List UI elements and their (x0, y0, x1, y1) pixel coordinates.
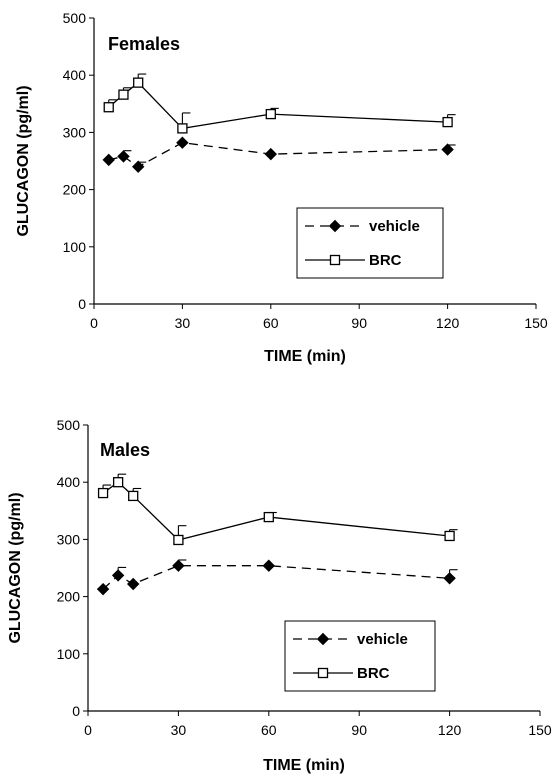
legend-label-brc: BRC (369, 252, 402, 269)
series-line-vehicle (108, 142, 448, 168)
data-point-brc (173, 534, 184, 546)
data-point-brc (444, 530, 455, 542)
data-point-vehicle (443, 572, 456, 585)
legend-marker-brc (317, 667, 329, 679)
legend-box (296, 207, 444, 279)
y-tick-label: 300 (63, 124, 87, 140)
x-tick-label: 90 (351, 315, 367, 331)
x-tick-label: 120 (438, 722, 462, 738)
y-axis-title: GLUCAGON (pg/ml) (7, 492, 24, 643)
y-tick-label: 0 (78, 296, 86, 312)
data-point-brc (103, 102, 114, 113)
x-tick-label: 0 (84, 722, 92, 738)
data-point-brc (128, 490, 139, 502)
data-point-vehicle (131, 160, 145, 173)
y-tick-label: 400 (63, 67, 87, 83)
x-tick-label: 150 (524, 315, 548, 331)
series-vehicle (96, 559, 458, 596)
series-brc (97, 473, 458, 546)
data-point-vehicle (172, 559, 185, 572)
data-point-vehicle (111, 569, 125, 582)
panel-title: Females (108, 34, 180, 54)
data-point-vehicle (264, 147, 278, 161)
y-tick-label: 200 (63, 182, 87, 198)
data-point-brc (177, 123, 188, 134)
data-point-vehicle (262, 559, 276, 572)
y-tick-label: 300 (57, 531, 81, 547)
x-tick-label: 30 (171, 722, 187, 738)
data-point-brc (263, 511, 274, 523)
series-brc (103, 73, 456, 134)
y-tick-label: 200 (57, 589, 81, 605)
x-axis-title: TIME (min) (263, 757, 345, 774)
y-tick-label: 400 (57, 474, 81, 490)
females-panel: 0 100 200 300 400 500 0 30 60 90 120 150 TIME (min) G… (15, 10, 548, 365)
legend: vehicle BRC (296, 207, 444, 279)
males-panel: 0 100 200 300 400 500 0 30 60 90 120 150 TIME (min) G… (7, 417, 552, 774)
y-tick-label: 500 (57, 417, 81, 433)
data-point-brc (442, 116, 453, 128)
legend-label-vehicle: vehicle (357, 631, 408, 648)
y-tick-label: 0 (72, 703, 80, 719)
data-point-brc (265, 108, 276, 120)
legend-marker-brc (329, 254, 341, 266)
x-tick-label: 90 (351, 722, 367, 738)
data-point-vehicle (441, 143, 454, 156)
series-vehicle (102, 136, 456, 173)
data-point-vehicle (117, 150, 130, 163)
y-axis-title: GLUCAGON (pg/ml) (15, 85, 32, 236)
legend-marker-vehicle (316, 632, 330, 646)
x-tick-label: 60 (263, 315, 279, 331)
data-point-brc (97, 487, 109, 499)
series-line-brc (108, 81, 448, 130)
legend-marker-vehicle (328, 219, 342, 233)
y-tick-label: 100 (57, 646, 81, 662)
data-point-vehicle (96, 582, 110, 596)
x-tick-label: 60 (261, 722, 277, 738)
legend: vehicle BRC (284, 620, 436, 692)
x-tick-label: 120 (436, 315, 460, 331)
data-point-vehicle (102, 153, 115, 167)
legend-label-vehicle: vehicle (369, 218, 420, 235)
data-point-brc (118, 89, 129, 100)
data-point-vehicle (176, 136, 189, 149)
x-axis-title: TIME (min) (264, 348, 346, 365)
x-tick-label: 0 (90, 315, 98, 331)
series-line-brc (102, 481, 450, 541)
y-tick-label: 500 (63, 10, 87, 26)
legend-label-brc: BRC (357, 665, 390, 682)
panel-title: Males (100, 440, 150, 460)
x-tick-label: 150 (528, 722, 552, 738)
data-point-brc (112, 477, 124, 488)
legend-box (284, 620, 436, 692)
data-point-brc (133, 77, 144, 88)
y-tick-label: 100 (63, 239, 87, 255)
x-tick-label: 30 (175, 315, 191, 331)
data-point-vehicle (126, 577, 140, 591)
series-line-vehicle (102, 565, 450, 590)
